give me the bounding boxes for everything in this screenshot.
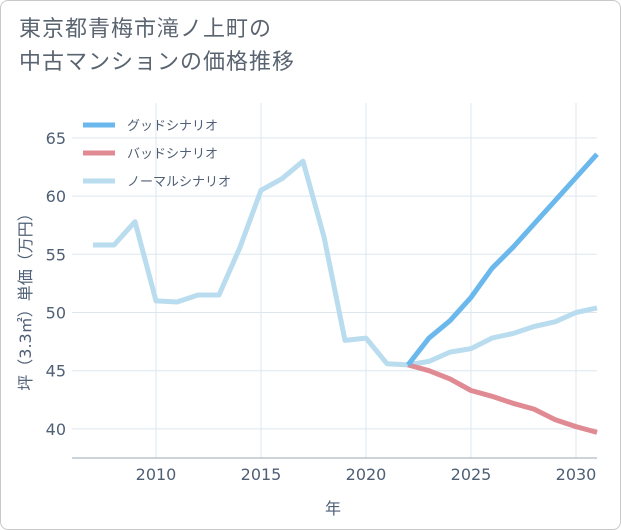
y-tick-label: 55 <box>46 245 66 264</box>
chart-title-line-2: 中古マンションの価格推移 <box>19 50 296 75</box>
x-tick-label: 2025 <box>451 465 492 484</box>
y-axis-label: 坪（3.3㎡）単価（万円） <box>16 205 35 390</box>
x-tick-label: 2015 <box>241 465 282 484</box>
y-tick-label: 60 <box>46 187 66 206</box>
x-tick-labels: 2010 2015 2020 2025 2030 <box>136 465 597 484</box>
legend-label-3: ノーマルシナリオ <box>127 175 231 190</box>
legend-label-1: グッドシナリオ <box>127 119 218 134</box>
y-tick-label: 65 <box>46 129 66 148</box>
grid-lines <box>72 103 597 459</box>
y-tick-label: 45 <box>46 362 66 381</box>
y-tick-label: 40 <box>46 420 66 439</box>
x-tick-label: 2020 <box>346 465 387 484</box>
chart-title-line-1: 東京都青梅市滝ノ上町の <box>19 17 273 42</box>
y-tick-label: 50 <box>46 304 66 323</box>
chart-title: 東京都青梅市滝ノ上町の 中古マンションの価格推移 <box>19 13 295 79</box>
y-tick-labels: 40 45 50 55 60 65 <box>46 129 66 439</box>
x-tick-label: 2010 <box>136 465 177 484</box>
series-layer <box>93 152 599 435</box>
series-line-3 <box>93 158 598 368</box>
series-line-1 <box>406 152 599 367</box>
x-axis-label: 年 <box>325 499 341 518</box>
legend-label-2: バッドシナリオ <box>127 147 218 162</box>
series-line-2 <box>407 362 598 435</box>
x-tick-label: 2030 <box>556 465 597 484</box>
